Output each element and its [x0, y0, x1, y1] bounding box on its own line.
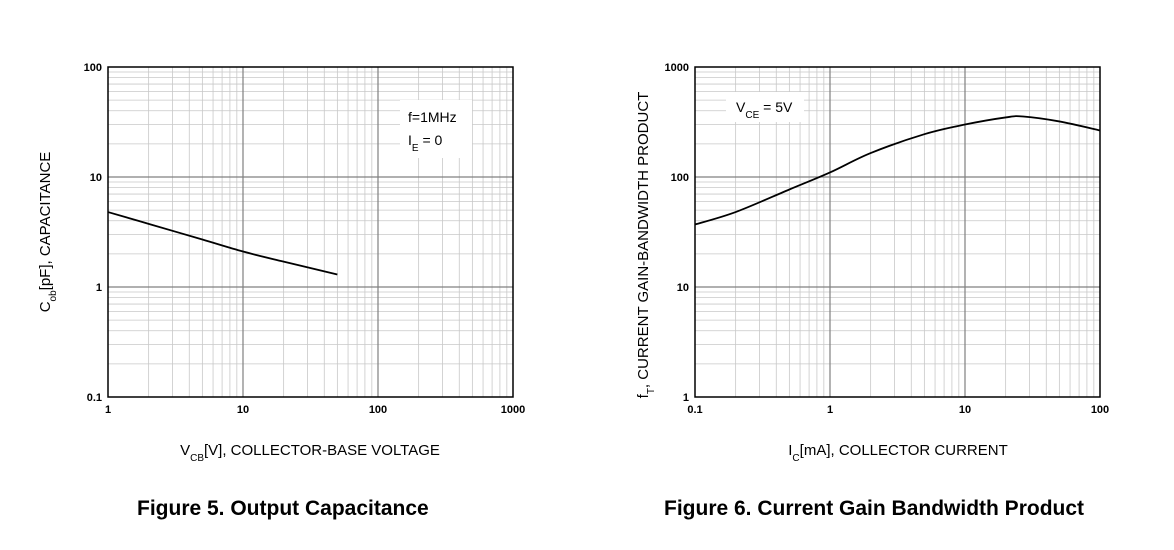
- x-tick-label: 100: [1091, 404, 1109, 416]
- annotation-box: [400, 100, 472, 158]
- x-tick-label: 1000: [501, 404, 525, 416]
- series-line: [694, 115, 1101, 226]
- x-tick-label: 1: [105, 404, 111, 416]
- x-tick-label: 10: [237, 404, 249, 416]
- y-tick-label: 100: [671, 172, 689, 184]
- y-tick-label: 0.1: [87, 392, 102, 404]
- plot-frame: [107, 66, 514, 398]
- annotation-box: [726, 92, 804, 122]
- grid: [108, 67, 513, 397]
- x-tick-label: 0.1: [687, 404, 702, 416]
- y-tick-label: 100: [84, 62, 102, 74]
- annotation-text: IE = 0: [408, 132, 443, 154]
- x-tick-label: 10: [959, 404, 971, 416]
- x-tick-label: 1: [827, 404, 833, 416]
- y-tick-label: 1: [96, 282, 102, 294]
- y-tick-label: 1000: [665, 62, 689, 74]
- x-axis-label: VCB[V], COLLECTOR-BASE VOLTAGE: [180, 442, 440, 464]
- x-tick-label: 100: [369, 404, 387, 416]
- y-tick-label: 1: [683, 392, 689, 404]
- y-tick-label: 10: [677, 282, 689, 294]
- figure-5-caption: Figure 5. Output Capacitance: [137, 497, 429, 520]
- series-line: [107, 211, 338, 276]
- x-axis-label: IC[mA], COLLECTOR CURRENT: [788, 442, 1008, 464]
- plot-frame: [694, 66, 1101, 398]
- figure-6-caption: Figure 6. Current Gain Bandwidth Product: [664, 497, 1085, 520]
- y-axis-label: Cob[pF], CAPACITANCE: [37, 152, 59, 313]
- annotation-text: f=1MHz: [408, 109, 457, 125]
- y-axis-label: fT, CURRENT GAIN-BANDWIDTH PRODUCT: [635, 92, 657, 399]
- y-tick-label: 10: [90, 172, 102, 184]
- annotation-text: VCE = 5V: [736, 99, 793, 121]
